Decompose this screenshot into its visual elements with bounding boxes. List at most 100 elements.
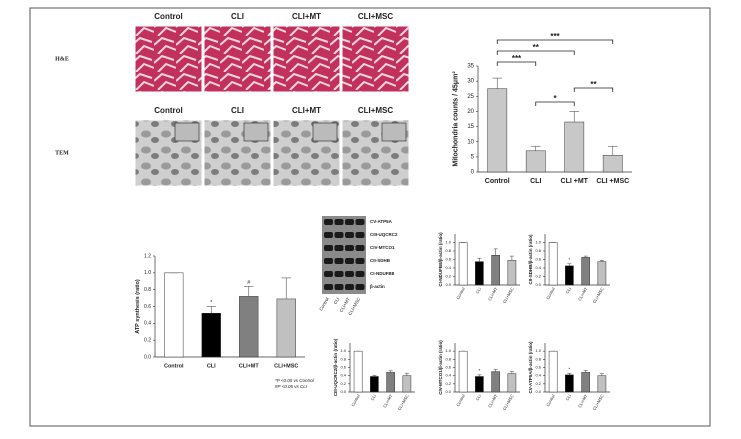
y-tick-label: 0.2 (340, 381, 346, 386)
error-bar (509, 371, 514, 374)
band (324, 271, 333, 277)
error-bar (206, 306, 216, 314)
bar (581, 257, 590, 286)
y-tick-label: 0.2 (535, 274, 541, 279)
y-tick-label: 0.6 (144, 304, 151, 310)
x-tick-label: CLI (565, 287, 572, 295)
y-tick-label: 0.4 (535, 373, 541, 378)
y-tick-label: 0.4 (535, 265, 541, 270)
y-tick-label: 0.0 (535, 389, 541, 394)
bar (276, 298, 296, 358)
y-tick-label: 0.2 (144, 337, 151, 343)
error-bar (477, 374, 482, 377)
band (345, 245, 354, 251)
y-tick-label: 1.0 (445, 240, 451, 245)
bar (353, 350, 363, 393)
significance-marker: * (568, 366, 570, 371)
bar (597, 375, 607, 393)
comparison-bracket (496, 39, 614, 44)
comparison-bracket (535, 101, 575, 106)
lane-label: CLI (333, 297, 341, 306)
x-tick-label: CLI+MSC (502, 286, 515, 304)
x-tick-label: CLI+MT (577, 393, 589, 408)
y-tick-label: 0.4 (340, 373, 346, 378)
error-bar (244, 285, 254, 297)
significance-marker: * (210, 300, 213, 306)
x-tick-label: Control (164, 363, 184, 369)
y-tick-label: 0.6 (535, 257, 541, 262)
band (355, 271, 365, 277)
x-tick-label: Control (485, 178, 510, 185)
micrograph (203, 25, 272, 93)
footnote: *P <0.05 vs Control (275, 378, 315, 383)
y-axis-label: ATP synthesis (ratio) (135, 279, 141, 334)
y-tick-label: 25 (467, 94, 474, 100)
error-bar (492, 77, 503, 89)
band (345, 232, 354, 238)
bar (525, 150, 546, 173)
band-label: CIV-MTCO1 (370, 245, 395, 250)
x-tick-label: CLI (565, 394, 572, 402)
y-tick-label: 0.4 (445, 265, 451, 270)
x-tick-label: CLI+MSC (502, 393, 515, 411)
y-tick-label: 10 (467, 139, 474, 145)
x-tick-label: Control (545, 286, 556, 300)
bar (491, 371, 500, 393)
y-tick-label: 0.0 (535, 282, 541, 287)
column-header: CLI (231, 106, 244, 115)
y-axis-label: CI-NDUFB8/β-actin (ratio) (438, 232, 443, 287)
x-tick-label: CLI (475, 394, 482, 402)
significance-marker: * (568, 257, 570, 262)
bar (164, 272, 184, 358)
inset (381, 122, 407, 142)
histology-panel: Control CLI CLI+MT CLI+MSC H&E Control CLI CLI+… (55, 12, 410, 187)
band (345, 271, 354, 277)
y-tick-label: 0.8 (535, 356, 541, 361)
x-tick-label: Control (350, 393, 361, 407)
significance-marker: * (478, 368, 480, 373)
y-tick-label: 1.0 (340, 348, 346, 353)
y-tick-label: 0.4 (445, 373, 451, 378)
bar (581, 372, 590, 393)
y-tick-label: 5 (471, 154, 475, 160)
y-tick-label: 0.0 (445, 389, 451, 394)
column-header: CLI+MSC (358, 12, 394, 21)
inset (243, 122, 269, 142)
y-tick-label: 0.6 (535, 365, 541, 370)
bar (475, 376, 484, 393)
column-header: CLI+MT (292, 106, 321, 115)
y-tick-label: 0 (471, 170, 475, 176)
error-bar (583, 255, 588, 258)
y-tick-label: 1.0 (445, 348, 451, 353)
y-tick-label: 1.0 (535, 348, 541, 353)
error-bar (388, 370, 393, 373)
bar (458, 242, 468, 286)
x-tick-label: CLI+MSC (397, 393, 410, 411)
x-tick-label: CLI +MT (561, 178, 589, 185)
x-tick-label: CLI+MT (239, 363, 260, 369)
y-tick-label: 0.6 (445, 365, 451, 370)
band (324, 284, 333, 290)
comparison-label: *** (550, 32, 560, 41)
bar (565, 265, 574, 286)
x-tick-label: CLI+MSC (592, 393, 605, 411)
band (334, 232, 344, 238)
bar (201, 312, 221, 358)
error-bar (509, 255, 514, 261)
band (355, 258, 365, 264)
comparison-label: * (553, 94, 557, 103)
error-bar (607, 145, 618, 156)
x-tick-label: CLI+MSC (274, 363, 298, 369)
y-tick-label: 15 (467, 124, 474, 130)
micrograph (341, 25, 410, 93)
x-tick-label: Control (455, 393, 466, 407)
x-tick-label: CLI+MT (487, 286, 499, 301)
y-tick-label: 0.2 (445, 274, 451, 279)
column-header: CLI+MSC (358, 106, 394, 115)
y-tick-label: 20 (467, 109, 474, 115)
lane-label: Control (318, 297, 330, 312)
inset (312, 122, 338, 142)
bar (507, 260, 517, 286)
y-tick-label: 0.2 (535, 381, 541, 386)
